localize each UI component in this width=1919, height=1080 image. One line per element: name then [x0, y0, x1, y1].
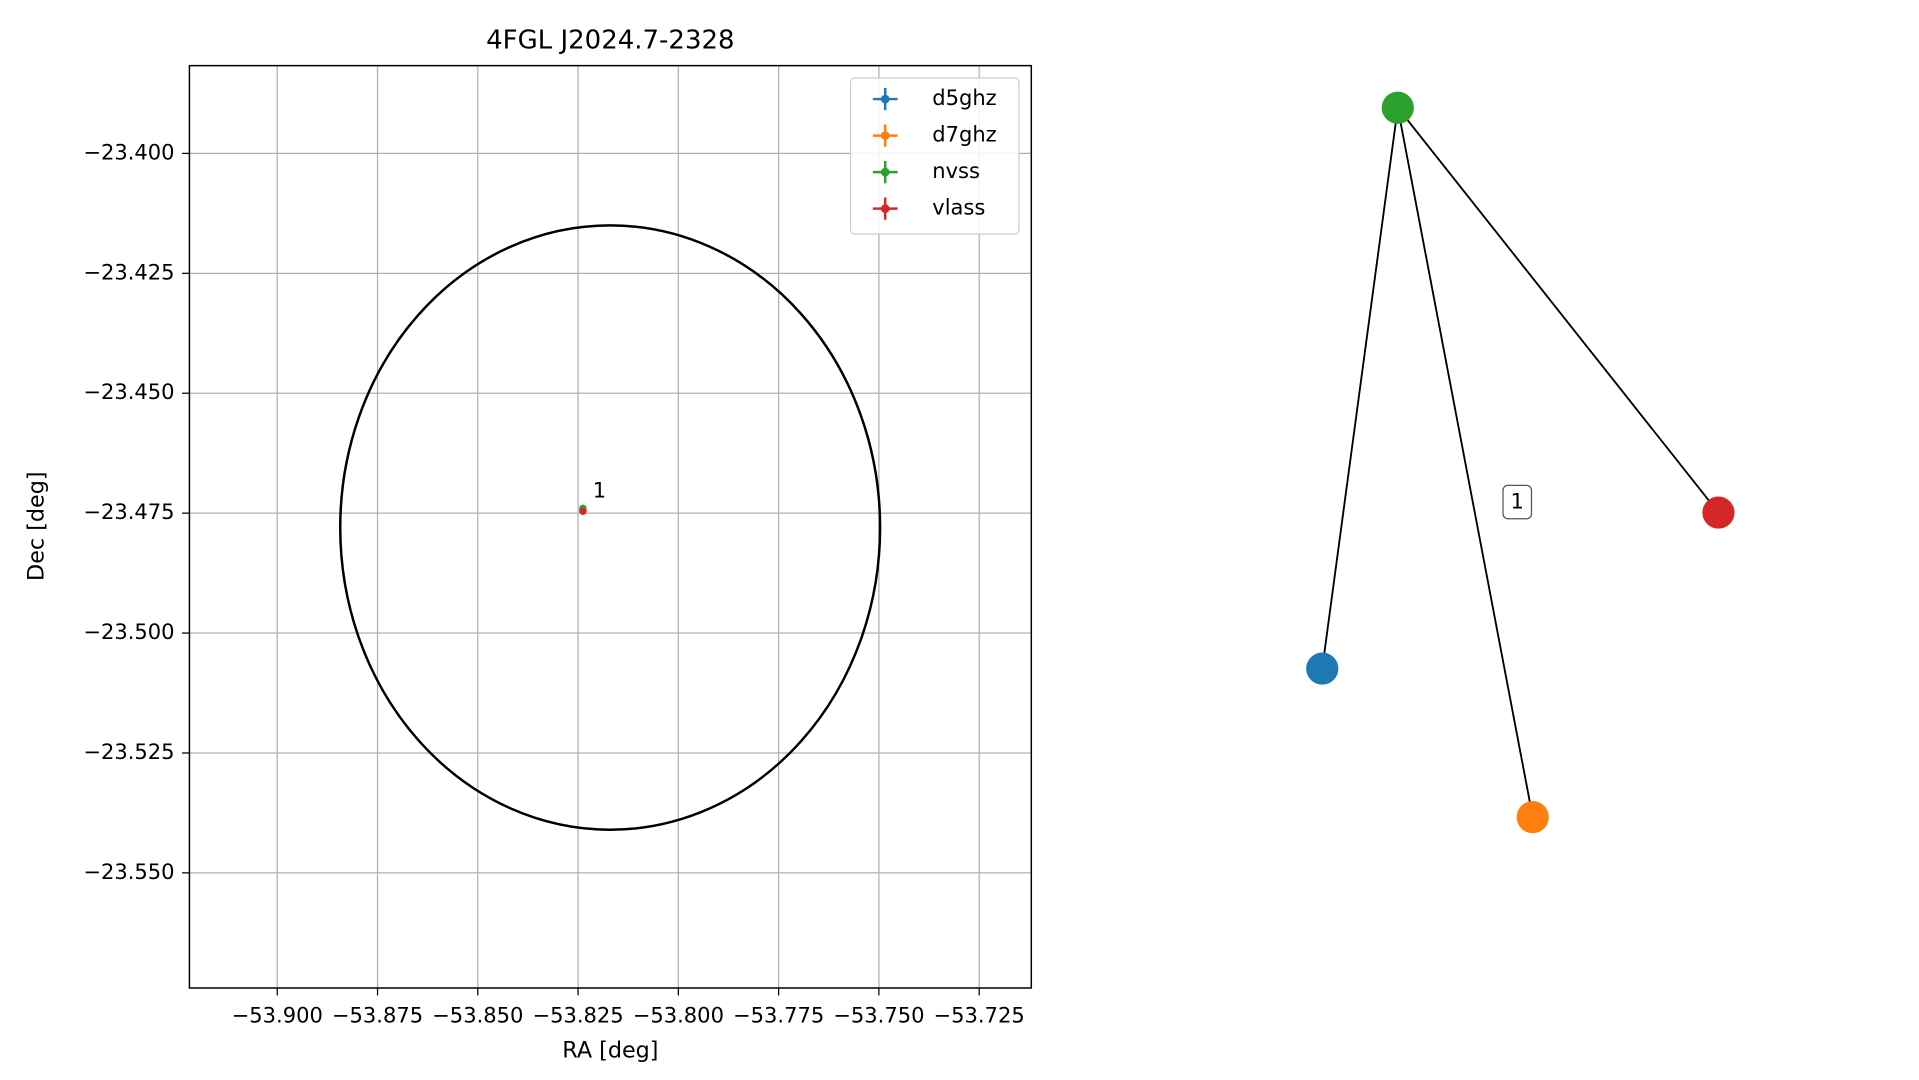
y-tick-label: −23.500	[83, 619, 174, 644]
legend-label: vlass	[932, 195, 985, 220]
y-tick-label: −23.400	[83, 139, 174, 164]
graph-edge	[1396, 107, 1534, 818]
x-tick-label: −53.825	[532, 1002, 623, 1027]
error-ellipse	[338, 224, 882, 831]
legend-marker	[880, 94, 890, 104]
legend-label: nvss	[932, 158, 980, 183]
legend-label: d5ghz	[932, 85, 996, 110]
graph-edge	[1321, 107, 1399, 669]
y-tick-label: −23.525	[83, 739, 174, 764]
legend-marker	[880, 204, 890, 213]
x-tick-label: −53.725	[934, 1002, 1025, 1027]
x-tick-label: −53.750	[833, 1002, 924, 1027]
data-point	[579, 507, 587, 515]
edge-label: 1	[1511, 489, 1524, 514]
graph-node	[1381, 91, 1414, 124]
y-tick-label: −23.550	[83, 859, 174, 884]
edge-label-box	[1502, 484, 1533, 520]
x-tick-label: −53.875	[332, 1002, 423, 1027]
graph-node	[1516, 801, 1549, 834]
graph-node	[1702, 496, 1735, 529]
y-tick-label: −23.425	[83, 259, 174, 284]
legend-marker	[880, 131, 890, 140]
legend-marker	[880, 167, 890, 177]
x-tick-label: −53.900	[232, 1002, 323, 1027]
annotation: 1	[593, 478, 606, 503]
legend-box	[849, 77, 1020, 235]
graph-edge	[1397, 107, 1720, 514]
y-tick-label: −23.450	[83, 379, 174, 404]
y-axis-label: Dec [deg]	[24, 471, 50, 581]
legend-label: d7ghz	[932, 122, 996, 147]
frame	[188, 64, 1033, 989]
x-tick-label: −53.775	[733, 1002, 824, 1027]
x-tick-label: −53.850	[432, 1002, 523, 1027]
x-tick-label: −53.800	[633, 1002, 724, 1027]
x-axis-label: RA [deg]	[562, 1038, 658, 1064]
graph-node	[1306, 652, 1339, 685]
chart-title: 4FGL J2024.7-2328	[486, 25, 734, 55]
y-tick-label: −23.475	[83, 499, 174, 524]
